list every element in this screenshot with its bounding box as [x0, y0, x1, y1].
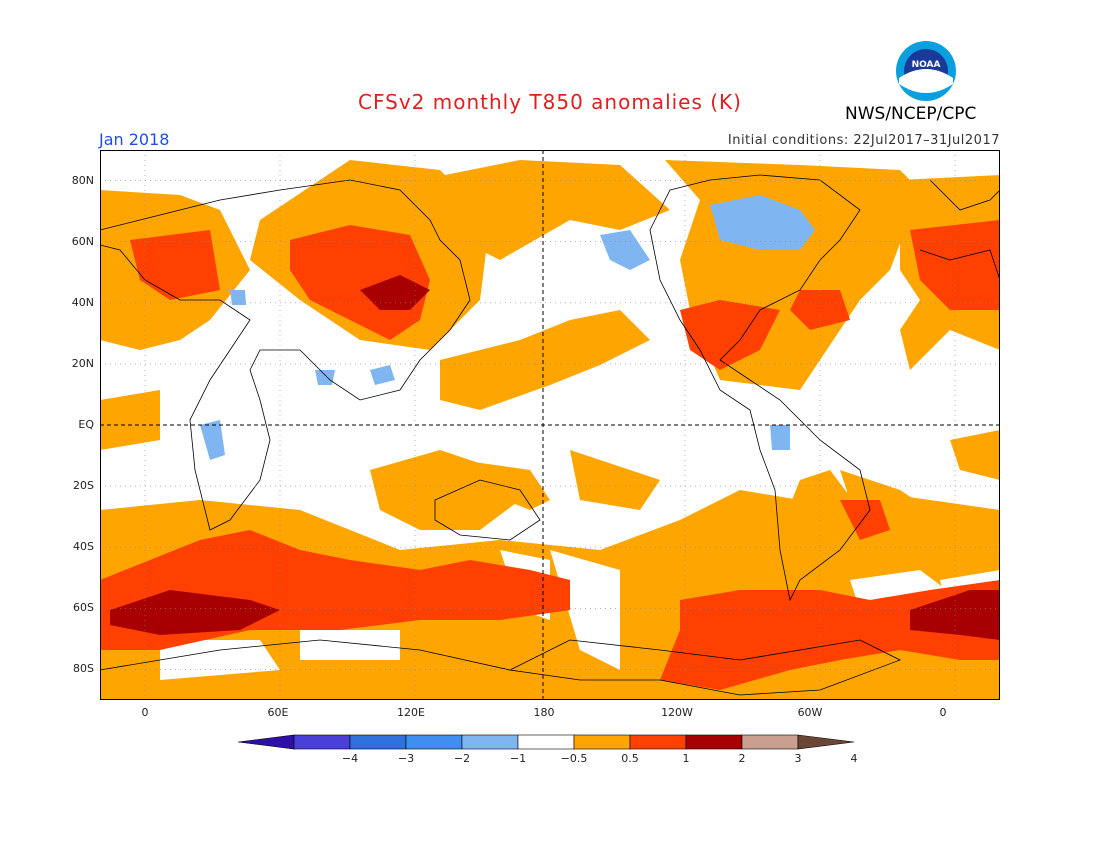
lon-label: 60E [267, 706, 289, 719]
map-title: CFSv2 monthly T850 anomalies (K) [358, 90, 742, 114]
lat-label: 60N [71, 235, 94, 248]
lon-label: 120W [661, 706, 693, 719]
colorbar-tick-label: 4 [850, 752, 858, 765]
anomaly-map [100, 150, 1000, 700]
lon-label: 120E [397, 706, 425, 719]
lat-label: 80N [71, 174, 94, 187]
lon-label: 60W [797, 706, 823, 719]
colorbar-swatch [573, 734, 631, 750]
colorbar-swatch [461, 734, 519, 750]
colorbar-arrow-low [238, 734, 295, 750]
lon-label: 0 [141, 706, 149, 719]
lat-label: EQ [78, 418, 94, 431]
noaa-logo-text: NOAA [912, 60, 941, 70]
colorbar-swatch [629, 734, 687, 750]
colorbar-arrow-high [797, 734, 855, 750]
colorbar-tick-label: −1 [509, 752, 527, 765]
lat-label: 40N [71, 296, 94, 309]
colorbar-swatch [685, 734, 743, 750]
lon-label: 0 [939, 706, 947, 719]
agency-label: NWS/NCEP/CPC [845, 104, 977, 124]
colorbar-tick-label: 2 [738, 752, 746, 765]
colorbar-swatch [517, 734, 575, 750]
colorbar-tick-label: −0.5 [560, 752, 588, 765]
anomaly-fill-blue [200, 195, 815, 460]
colorbar-swatch [741, 734, 799, 750]
colorbar-tick-label: 3 [794, 752, 802, 765]
lat-label: 80S [73, 662, 94, 675]
colorbar-tick-label: 1 [682, 752, 690, 765]
lat-label: 60S [73, 601, 94, 614]
forecast-month: Jan 2018 [99, 130, 170, 149]
colorbar [238, 734, 855, 750]
noaa-logo: NOAA [896, 41, 956, 101]
initial-conditions: Initial conditions: 22Jul2017–31Jul2017 [727, 133, 1000, 148]
lat-label: 20N [71, 357, 94, 370]
colorbar-tick-label: 0.5 [621, 752, 639, 765]
colorbar-swatch [349, 734, 407, 750]
lat-label: 40S [73, 540, 94, 553]
lat-label: 20S [73, 479, 94, 492]
lon-label: 180 [533, 706, 555, 719]
colorbar-swatch [293, 734, 351, 750]
colorbar-tick-label: −3 [397, 752, 415, 765]
colorbar-swatch [405, 734, 463, 750]
colorbar-tick-label: −2 [453, 752, 471, 765]
colorbar-tick-label: −4 [341, 752, 359, 765]
